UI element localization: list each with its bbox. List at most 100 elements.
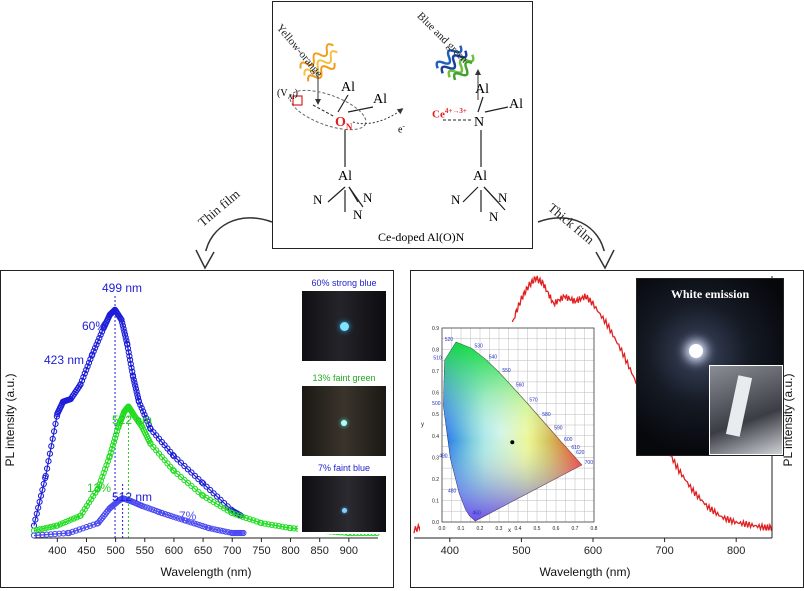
data-point (210, 490, 217, 497)
data-point (36, 526, 43, 533)
data-point (167, 512, 174, 519)
n-label: N (474, 115, 485, 130)
schematic-caption: Ce-doped Al(O)N (378, 230, 465, 244)
data-point (52, 420, 59, 427)
data-point (202, 523, 209, 530)
data-point (268, 521, 275, 528)
data-point (35, 504, 42, 511)
left-bonds (327, 94, 374, 212)
cie-wavelength-label: 620 (576, 450, 585, 456)
data-point (54, 522, 61, 529)
data-point (174, 456, 181, 463)
data-point (174, 470, 181, 478)
data-point (138, 405, 145, 412)
photo-strip: 60% strong blue 13% faint green 7% faint… (298, 276, 390, 534)
data-point (185, 518, 192, 525)
x-tick-label: 600 (165, 545, 183, 557)
data-point (131, 379, 138, 386)
data-point (124, 341, 131, 348)
schematic-panel: Yellow-orange Blue and green (VAl) ON e-… (272, 1, 533, 249)
data-point (78, 377, 86, 384)
data-point (208, 525, 215, 532)
data-point (69, 528, 76, 535)
data-point (205, 525, 212, 532)
cie-y-tick-label: 0.9 (432, 326, 439, 332)
photo-7-faint-blue (302, 476, 386, 532)
vacancy-label: (VAl) (277, 88, 298, 101)
data-point (200, 480, 207, 487)
faint-blue-emission-dot (342, 508, 347, 513)
data-point (85, 359, 93, 366)
data-point (100, 469, 107, 476)
data-point (195, 476, 202, 483)
data-point (79, 525, 87, 532)
data-point (119, 319, 126, 326)
cie-x-tick-label: 0.0 (439, 526, 446, 532)
cie-y-tick-label: 0.4 (432, 434, 439, 440)
white-emission-dot (689, 344, 703, 358)
data-point (222, 528, 229, 535)
label-60pct: 60% (82, 319, 106, 333)
data-point (99, 473, 106, 480)
n-label: N (498, 190, 508, 205)
data-point (162, 511, 169, 518)
data-point (76, 526, 83, 533)
data-point (250, 517, 257, 524)
y-axis-label: PL intensity (a.u.) (3, 374, 17, 467)
data-point (59, 520, 67, 527)
cie-wavelength-label: 550 (502, 368, 511, 374)
data-point (106, 453, 113, 460)
cie-wavelength-label: 600 (564, 437, 573, 443)
cie-y-tick-label: 0.1 (432, 498, 439, 504)
data-point (33, 510, 40, 517)
data-point (169, 452, 177, 459)
data-point (65, 517, 72, 524)
data-point (190, 520, 198, 527)
al-label: Al (509, 97, 523, 112)
n-label: N (451, 192, 461, 207)
data-point (65, 529, 73, 537)
white-emission-photo: White emission (636, 278, 784, 456)
data-point (36, 498, 43, 505)
cie-y-tick-label: 0.8 (432, 348, 439, 354)
cie-wavelength-label: 700 (585, 460, 594, 466)
sample-holder-inset (709, 365, 783, 455)
photo-13-faint-green (302, 386, 386, 456)
x-tick-label: 450 (77, 545, 95, 557)
annotation-512nm: 512 nm (112, 490, 152, 504)
oxygen-label: ON (335, 115, 353, 132)
right-bonds (462, 96, 509, 212)
cie-wavelength-label: 510 (433, 355, 442, 361)
data-point (224, 503, 231, 510)
x-tick-label: 400 (441, 545, 459, 557)
label-13pct: 13% (87, 481, 111, 495)
cie-y-tick-label: 0.7 (432, 369, 439, 375)
data-point (123, 337, 130, 344)
data-point (140, 408, 147, 415)
data-point (72, 527, 80, 534)
data-point (90, 348, 97, 355)
data-point (282, 524, 289, 531)
data-point (37, 492, 45, 499)
data-point (128, 364, 135, 371)
data-point (122, 334, 129, 341)
annotation-499nm: 499 nm (102, 281, 142, 295)
data-point (43, 531, 50, 538)
annotation-522nm: 522 nm (112, 413, 152, 427)
chromaticity-point (510, 440, 515, 445)
data-point (144, 418, 151, 425)
data-point (103, 462, 110, 469)
cie-wavelength-label: 530 (474, 343, 483, 349)
data-point (219, 528, 226, 535)
x-tick-label: 700 (223, 545, 241, 557)
cerium-label: Ce4+→3+ (432, 107, 467, 121)
cie-wavelength-label: 580 (542, 412, 551, 418)
data-point (94, 338, 102, 345)
data-point (182, 517, 189, 524)
data-point (258, 520, 265, 527)
data-point (121, 328, 128, 335)
data-point (127, 360, 134, 368)
data-point (246, 516, 253, 523)
data-point (203, 483, 210, 490)
data-point (188, 469, 195, 476)
